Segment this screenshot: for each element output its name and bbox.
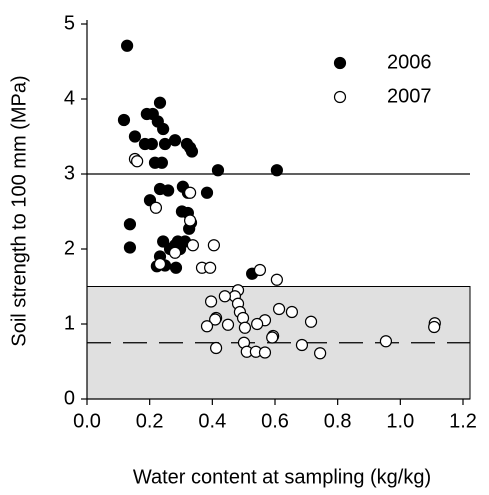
y-tick-label: 0 xyxy=(64,387,75,409)
point xyxy=(266,331,279,344)
point xyxy=(207,239,220,252)
point xyxy=(157,122,170,136)
point xyxy=(253,263,267,277)
point xyxy=(295,338,309,352)
x-tick-label: 0.2 xyxy=(136,410,164,432)
point xyxy=(200,320,214,333)
point xyxy=(200,186,214,199)
x-tick-label: 1.0 xyxy=(386,410,414,432)
y-tick-label: 1 xyxy=(64,312,75,334)
point xyxy=(251,317,264,331)
point xyxy=(186,239,200,252)
point xyxy=(428,320,441,334)
point xyxy=(145,137,158,151)
x-tick-label: 0.0 xyxy=(73,410,101,432)
point xyxy=(236,311,250,325)
y-tick-label: 3 xyxy=(64,162,75,184)
point xyxy=(183,214,197,227)
point xyxy=(204,295,218,308)
y-tick-label: 2 xyxy=(64,237,75,259)
x-tick-label: 1.2 xyxy=(449,410,477,432)
point xyxy=(121,39,134,52)
point xyxy=(117,113,131,127)
point xyxy=(128,130,142,143)
point xyxy=(314,347,327,360)
point xyxy=(183,186,197,199)
legend-marker xyxy=(333,56,347,70)
point xyxy=(379,335,393,348)
point xyxy=(157,235,170,248)
legend-label: 2007 xyxy=(387,85,432,107)
point xyxy=(211,164,225,177)
x-tick-label: 0.4 xyxy=(198,410,226,432)
point xyxy=(304,315,318,328)
point xyxy=(204,261,217,274)
point xyxy=(153,96,167,109)
point xyxy=(149,201,163,214)
point xyxy=(123,241,137,254)
point xyxy=(238,321,252,334)
point xyxy=(185,145,199,158)
point xyxy=(131,155,144,168)
point xyxy=(123,218,137,231)
y-tick-label: 5 xyxy=(64,12,75,34)
point xyxy=(209,313,222,326)
point xyxy=(270,164,283,177)
point xyxy=(258,346,272,359)
point xyxy=(158,137,172,151)
point xyxy=(153,257,167,271)
point xyxy=(209,341,223,355)
point xyxy=(169,261,183,274)
point xyxy=(162,184,175,197)
y-axis-label: Soil strength to 100 mm (MPa) xyxy=(8,75,30,346)
point xyxy=(218,290,231,303)
point xyxy=(270,273,283,286)
point xyxy=(155,156,168,169)
point xyxy=(221,318,235,331)
point xyxy=(168,134,182,147)
point xyxy=(285,305,299,319)
x-tick-label: 0.6 xyxy=(261,410,289,432)
legend-marker xyxy=(333,90,347,104)
y-tick-label: 4 xyxy=(64,87,75,109)
x-tick-label: 0.8 xyxy=(324,410,352,432)
point xyxy=(272,302,286,316)
point xyxy=(168,246,182,259)
legend-label: 2006 xyxy=(387,51,432,73)
x-axis-label: Water content at sampling (kg/kg) xyxy=(133,466,431,488)
